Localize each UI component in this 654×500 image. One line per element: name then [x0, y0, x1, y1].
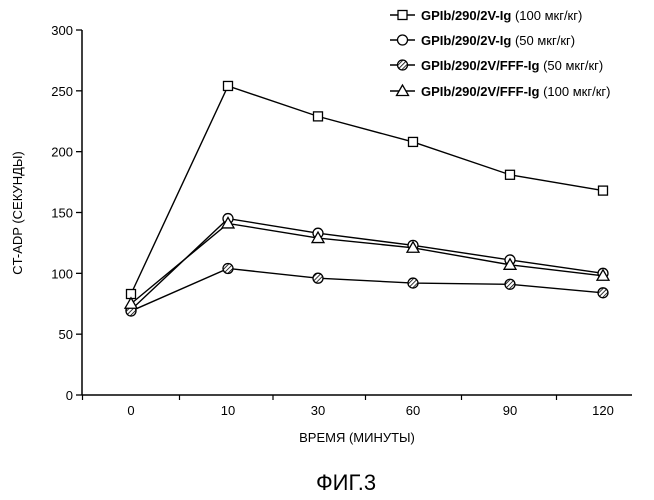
x-tick-label: 10: [221, 403, 235, 418]
data-point: [224, 81, 233, 90]
legend-dose: (100 мкг/кг): [511, 8, 582, 23]
legend: GPIb/290/2V-Ig (100 мкг/кг)GPIb/290/2V-I…: [390, 8, 610, 99]
y-axis-label: CT-ADP (СЕКУНДЫ): [10, 151, 25, 274]
data-point: [313, 273, 323, 283]
y-tick-label: 0: [66, 388, 73, 403]
data-point: [409, 137, 418, 146]
legend-series-name: GPIb/290/2V-Ig: [421, 33, 511, 48]
data-point: [506, 170, 515, 179]
series-layer: [125, 81, 609, 316]
data-point: [598, 288, 608, 298]
x-tick-label: 120: [592, 403, 614, 418]
y-tick-label: 50: [59, 327, 73, 342]
legend-item: GPIb/290/2V-Ig (100 мкг/кг): [390, 8, 582, 23]
x-tick-label: 0: [127, 403, 134, 418]
series-4: [125, 217, 609, 308]
legend-marker: [398, 35, 408, 45]
figure-caption: ФИГ.3: [316, 470, 376, 495]
y-tick-label: 300: [51, 23, 73, 38]
y-tick-label: 250: [51, 84, 73, 99]
data-point: [223, 263, 233, 273]
series-line: [131, 219, 603, 310]
x-tick-label: 60: [406, 403, 420, 418]
legend-marker: [397, 85, 409, 96]
y-tick-label: 100: [51, 266, 73, 281]
legend-series-name: GPIb/290/2V/FFF-Ig: [421, 84, 540, 99]
legend-series-name: GPIb/290/2V-Ig: [421, 8, 511, 23]
x-tick-label: 30: [311, 403, 325, 418]
data-point: [125, 298, 137, 309]
series-1: [127, 81, 608, 298]
legend-item: GPIb/290/2V/FFF-Ig (100 мкг/кг): [390, 84, 610, 99]
legend-label: GPIb/290/2V-Ig (50 мкг/кг): [421, 33, 575, 48]
series-line: [131, 268, 603, 311]
legend-label: GPIb/290/2V/FFF-Ig (50 мкг/кг): [421, 58, 603, 73]
legend-series-name: GPIb/290/2V/FFF-Ig: [421, 58, 540, 73]
legend-label: GPIb/290/2V/FFF-Ig (100 мкг/кг): [421, 84, 610, 99]
y-axis-ticks: 0 50 100 150 200 250 300: [51, 23, 82, 403]
legend-dose: (50 мкг/кг): [539, 58, 603, 73]
legend-item: GPIb/290/2V/FFF-Ig (50 мкг/кг): [390, 58, 603, 73]
x-axis-ticks: 0 10 30 60 90 120: [83, 395, 614, 418]
y-tick-label: 200: [51, 145, 73, 160]
data-point: [408, 278, 418, 288]
data-point: [599, 186, 608, 195]
data-point: [314, 112, 323, 121]
data-point: [505, 279, 515, 289]
legend-marker: [398, 11, 407, 20]
series-2: [126, 214, 608, 315]
x-axis-label: ВРЕМЯ (МИНУТЫ): [299, 430, 415, 445]
legend-dose: (50 мкг/кг): [511, 33, 575, 48]
legend-label: GPIb/290/2V-Ig (100 мкг/кг): [421, 8, 582, 23]
y-tick-label: 150: [51, 206, 73, 221]
series-3: [126, 263, 608, 316]
legend-marker: [398, 60, 408, 70]
x-tick-label: 90: [503, 403, 517, 418]
legend-item: GPIb/290/2V-Ig (50 мкг/кг): [390, 33, 575, 48]
legend-dose: (100 мкг/кг): [539, 84, 610, 99]
